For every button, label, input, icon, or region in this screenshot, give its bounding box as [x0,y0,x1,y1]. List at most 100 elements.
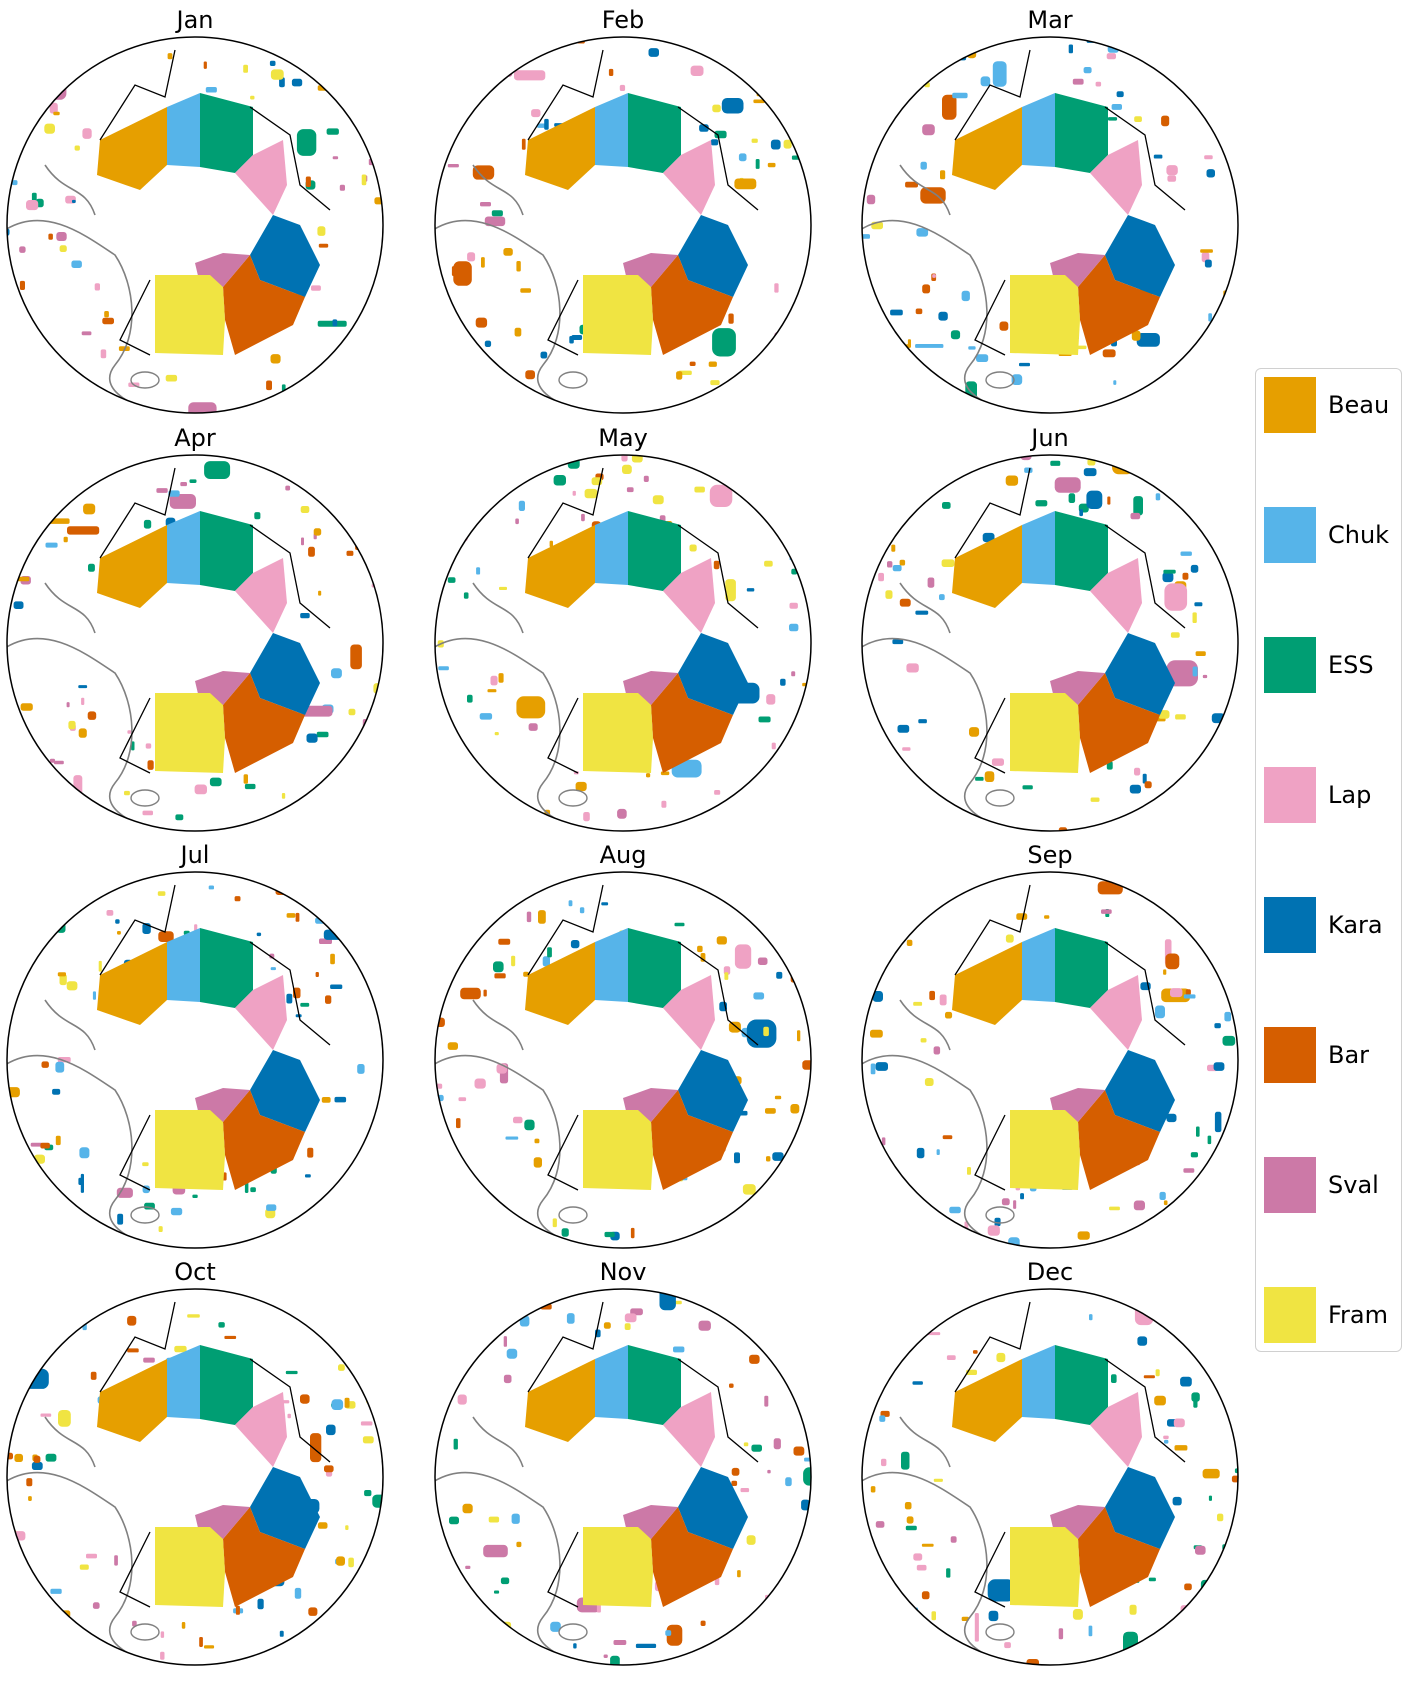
anomaly-patch [317,320,347,327]
anomaly-patch [764,1395,769,1407]
anomaly-patch [891,544,896,552]
region-lap [1090,1392,1142,1467]
region-ess [1055,1345,1108,1425]
region-ess [628,93,681,173]
panel-title: Aug [599,841,647,869]
anomaly-patch [326,128,339,135]
anomaly-patch [1134,767,1141,776]
anomaly-patch [339,184,345,191]
anomaly-patch [484,340,492,347]
region-lap [235,140,287,215]
anomaly-patch [244,1182,249,1193]
anomaly-patch [712,328,736,357]
region-fram [1010,1110,1080,1190]
anomaly-patch [624,1323,631,1330]
anomaly-patch [734,944,752,969]
anomaly-patch [570,940,580,949]
anomaly-patch [1162,572,1174,583]
anomaly-patch [526,911,532,923]
legend-label-bar: Bar [1328,1041,1370,1069]
legend-label-beau: Beau [1328,391,1390,419]
anomaly-patch [33,1455,41,1463]
map-panel-nov: Nov [428,1252,818,1666]
anomaly-patch [1166,660,1198,687]
anomaly-patch [13,601,24,609]
anomaly-patch [286,913,296,918]
anomaly-patch [1208,313,1212,322]
panel-title: Nov [599,1258,647,1286]
region-boundaries [99,49,331,356]
coastline [435,999,604,1248]
anomaly-patch [921,1543,934,1547]
polar-map [434,871,812,1249]
region-beau [97,525,167,608]
anomaly-patch [300,613,310,619]
legend-label-chuk: Chuk [1328,521,1390,549]
anomaly-patch [364,553,370,562]
anomaly-patch [336,1556,345,1566]
region-beau [97,107,167,190]
anomaly-patch [1142,773,1147,784]
anomaly-patch [52,1088,61,1095]
anomaly-patch [138,1289,150,1292]
anomaly-patch [797,1030,801,1042]
anomaly-patch [300,1002,310,1007]
anomaly-patch [776,971,783,979]
anomaly-patch [124,790,130,796]
anomaly-patch [350,644,362,670]
region-fram [1010,275,1080,355]
anomaly-patch [1192,666,1198,677]
anomaly-patch [88,563,95,572]
anomaly-patch [1088,1625,1093,1637]
legend: Beau Chuk ESS Lap Kara Bar Sval Fram [1255,368,1402,1352]
anomaly-patch [1089,1314,1093,1321]
anomaly-patch [453,261,472,286]
anomaly-patch [540,351,548,359]
legend-item-fram: Fram [1264,1287,1399,1345]
legend-label-fram: Fram [1328,1301,1389,1329]
anomaly-patch [2,192,6,201]
anomaly-patch [872,991,883,1002]
anomaly-patch [67,526,100,535]
anomaly-patch [927,1332,941,1336]
anomaly-patch [331,919,339,929]
coastline [7,1416,176,1665]
anomaly-patch [922,124,935,136]
anomaly-patch [344,1397,350,1408]
anomaly-patch [115,919,120,924]
anomaly-patch [308,1607,318,1616]
anomaly-patch [621,455,628,462]
anomaly-patch [1129,1604,1137,1615]
anomaly-patch [45,1453,57,1462]
region-lap [1090,558,1142,633]
anomaly-patch [870,1029,883,1038]
anomaly-patch [483,989,487,997]
anomaly-patch [1113,380,1117,385]
region-boundaries [527,1301,759,1608]
anomaly-patch [568,900,573,907]
anomaly-patch [974,1613,979,1642]
anomaly-patch [1154,1395,1166,1406]
region-fram [583,693,653,773]
anomaly-patch [534,1138,540,1144]
anomaly-patch [904,1502,912,1510]
anomaly-patch [472,165,495,180]
anomaly-patch [360,1421,373,1426]
anomaly-patch [208,885,214,890]
anomaly-patch [975,776,984,781]
anomaly-patch [296,129,317,156]
anomaly-patch [332,156,339,160]
anomaly-patch [780,678,786,686]
anomaly-patch [66,702,70,708]
anomaly-patch [980,76,991,87]
anomaly-patch [987,1579,1015,1602]
anomaly-patch [1172,1496,1182,1506]
anomaly-patch [1001,1198,1010,1206]
anomaly-patch [143,1357,155,1363]
anomaly-patch [1133,1200,1145,1211]
anomaly-patch [326,1424,336,1436]
anomaly-patch [1155,1005,1165,1019]
panel-title: Jan [176,6,214,34]
anomaly-patch [710,1301,718,1310]
anomaly-patch [1111,1374,1117,1383]
